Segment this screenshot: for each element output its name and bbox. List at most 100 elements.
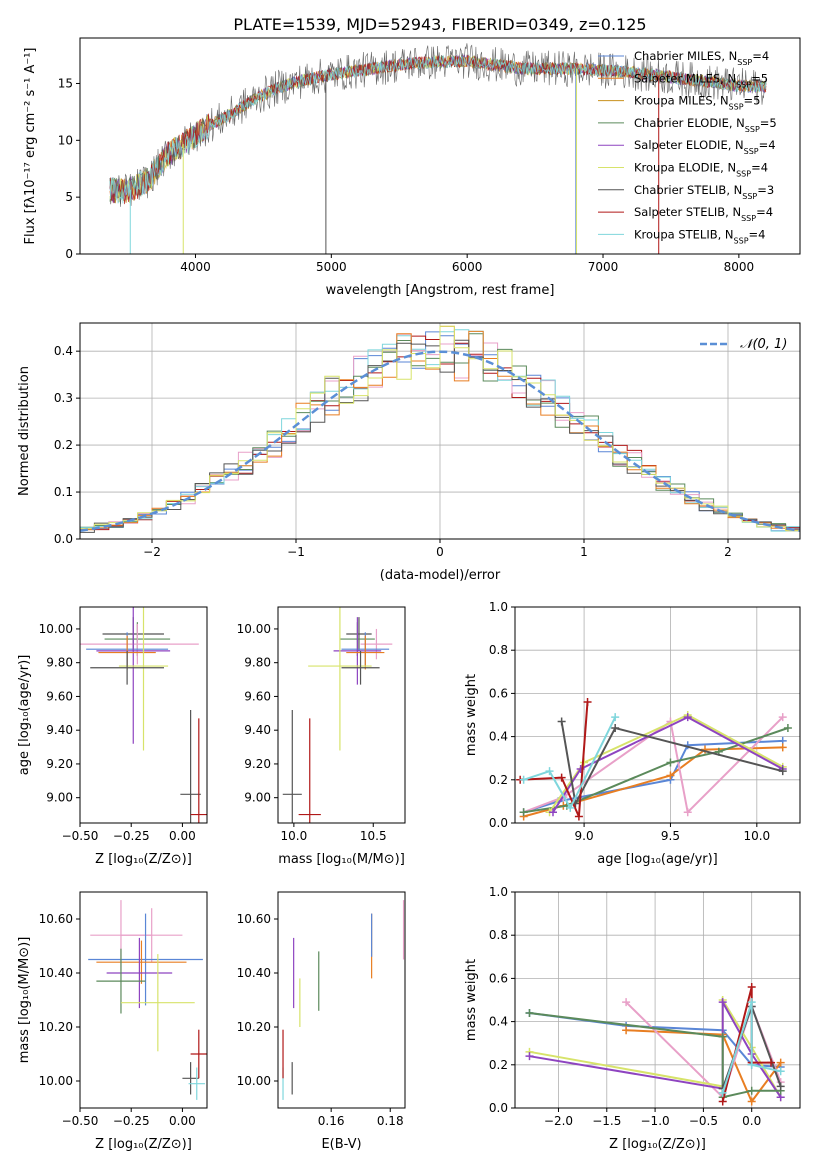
- weight-marker: [611, 713, 620, 722]
- weight-marker: [683, 713, 692, 722]
- age-vs-mass-panel: 10.0 10.5 9.00 9.20 9.40 9.60 9.80 10.00 mass [l…: [237, 606, 406, 867]
- axes-frame: [514, 891, 801, 1109]
- y-tick-label: 0.0: [489, 816, 508, 830]
- legend-label: Chabrier MILES, NSSP=4: [634, 49, 769, 67]
- x-tick-label: 5000: [316, 260, 347, 274]
- x-axis-label: wavelength [Angstrom, rest frame]: [326, 283, 555, 298]
- mass-vs-Z-panel: −0.50 −0.25 0.00 10.00 10.20 10.40 10.60 Z [log…: [17, 891, 208, 1152]
- weight-line-8: [520, 701, 589, 817]
- x-tick-label: −0.5: [689, 1114, 718, 1128]
- spectrum-legend: Chabrier MILES, NSSP=4 Salpeter MILES, NS…: [598, 49, 777, 245]
- y-axis-label: mass [log₁₀(M/M⊙)]: [17, 937, 32, 1064]
- x-tick-label: 10.5: [360, 829, 387, 843]
- weight-marker: [778, 767, 787, 776]
- x-tick-label: 4000: [180, 260, 211, 274]
- weight-marker: [747, 1086, 756, 1095]
- weight-marker: [622, 1026, 631, 1035]
- weight-line-9: [523, 716, 617, 811]
- x-tick-label: −2: [143, 545, 161, 559]
- y-tick-label: 0.4: [489, 730, 508, 744]
- errorbars: [282, 900, 405, 1100]
- x-tick-label: 7000: [588, 260, 619, 274]
- y-tick-label: 10.20: [39, 1020, 73, 1034]
- y-tick-label: 0.1: [54, 485, 73, 499]
- x-tick-label: −2.0: [544, 1114, 573, 1128]
- y-tick-label: 0.8: [489, 928, 508, 942]
- y-tick-label: 9.20: [244, 757, 271, 771]
- x-tick-label: 10.0: [743, 829, 770, 843]
- legend-label: Chabrier STELIB, NSSP=3: [634, 183, 774, 201]
- y-tick-label: 9.40: [46, 723, 73, 737]
- y-tick-label: 1.0: [489, 885, 508, 899]
- y-axis-label: age [log₁₀(age/yr)]: [17, 655, 32, 776]
- y-axis-label: Flux [fλ10⁻¹⁷ erg cm⁻² s⁻¹ A⁻¹]: [23, 48, 38, 245]
- y-tick-label: 0.6: [489, 686, 508, 700]
- weight-marker: [747, 983, 756, 992]
- weight-line-7: [560, 721, 783, 807]
- y-tick-label: 0.2: [54, 438, 73, 452]
- legend-label: Salpeter MILES, NSSP=5: [634, 71, 768, 89]
- residuals-panel: −2 −1 0 1 2 0.0 0.1 0.2 0.3 0.4 (data-model)/error…: [17, 322, 801, 583]
- legend-label: 𝒩(0, 1): [740, 337, 787, 352]
- y-tick-label: 10.00: [237, 1074, 271, 1088]
- x-tick-label: −1.5: [592, 1114, 621, 1128]
- histogram-8: [80, 325, 800, 534]
- errorbars: [80, 607, 207, 823]
- weight-marker: [778, 713, 787, 722]
- weight-lines: [516, 698, 792, 821]
- x-axis-label: (data-model)/error: [380, 568, 501, 583]
- weight-marker: [622, 998, 631, 1007]
- weight-lines: [525, 983, 785, 1106]
- x-tick-label: 9.0: [575, 829, 594, 843]
- weight-marker: [574, 812, 583, 821]
- weight-marker: [683, 808, 692, 817]
- y-tick-label: 10.00: [39, 1074, 73, 1088]
- errorbars: [282, 607, 393, 823]
- y-tick-label: 9.20: [46, 757, 73, 771]
- y-axis-label: Normed distribution: [17, 366, 32, 496]
- figure-title: PLATE=1539, MJD=52943, FIBERID=0349, z=0…: [233, 15, 646, 34]
- y-tick-label: 10.00: [39, 622, 73, 636]
- spectrum-line-8: [109, 55, 767, 205]
- y-tick-label: 9.80: [46, 656, 73, 670]
- y-tick-label: 0.4: [54, 344, 73, 358]
- x-tick-label: −1: [287, 545, 305, 559]
- y-tick-label: 9.60: [46, 689, 73, 703]
- weight-marker: [747, 1097, 756, 1106]
- y-tick-label: 9.40: [244, 723, 271, 737]
- weight-marker: [666, 771, 675, 780]
- y-tick-label: 10.60: [237, 912, 271, 926]
- y-tick-label: 0.0: [54, 532, 73, 546]
- y-tick-label: 10.40: [39, 966, 73, 980]
- y-tick-label: 0.8: [489, 643, 508, 657]
- x-tick-label: −0.25: [113, 829, 150, 843]
- x-axis-label: age [log₁₀(age/yr)]: [597, 852, 718, 867]
- x-tick-label: 9.5: [661, 829, 680, 843]
- y-tick-label: 10.60: [39, 912, 73, 926]
- axes-frame: [79, 322, 801, 540]
- x-tick-label: −0.25: [113, 1114, 150, 1128]
- y-tick-label: 10.20: [237, 1020, 271, 1034]
- y-tick-label: 0: [65, 247, 73, 261]
- weight-marker: [519, 808, 528, 817]
- weight-marker: [525, 1008, 534, 1017]
- weight-vs-age-panel: 9.0 9.5 10.0 0.0 0.2 0.4 0.6 0.8 1.0 age [log₁₀(a…: [464, 600, 801, 867]
- y-axis-label: mass weight: [464, 674, 479, 756]
- y-tick-label: 0.6: [489, 971, 508, 985]
- legend-label: Salpeter ELODIE, NSSP=4: [634, 138, 776, 156]
- legend-label: Salpeter STELIB, NSSP=4: [634, 205, 773, 223]
- y-tick-label: 10.00: [237, 622, 271, 636]
- x-tick-label: 0: [436, 545, 444, 559]
- y-tick-label: 9.80: [244, 656, 271, 670]
- legend-label: Kroupa ELODIE, NSSP=4: [634, 161, 768, 179]
- y-tick-label: 0.2: [489, 1058, 508, 1072]
- x-axis-label: Z [log₁₀(Z/Z⊙)]: [95, 852, 192, 867]
- x-tick-label: 0.00: [169, 829, 196, 843]
- weight-marker: [545, 767, 554, 776]
- y-tick-label: 9.00: [244, 791, 271, 805]
- x-tick-label: 2: [724, 545, 732, 559]
- weight-line-2: [626, 1029, 782, 1104]
- y-tick-label: 10: [58, 133, 73, 147]
- weight-marker: [718, 1097, 727, 1106]
- gaussian-curve: [80, 350, 800, 533]
